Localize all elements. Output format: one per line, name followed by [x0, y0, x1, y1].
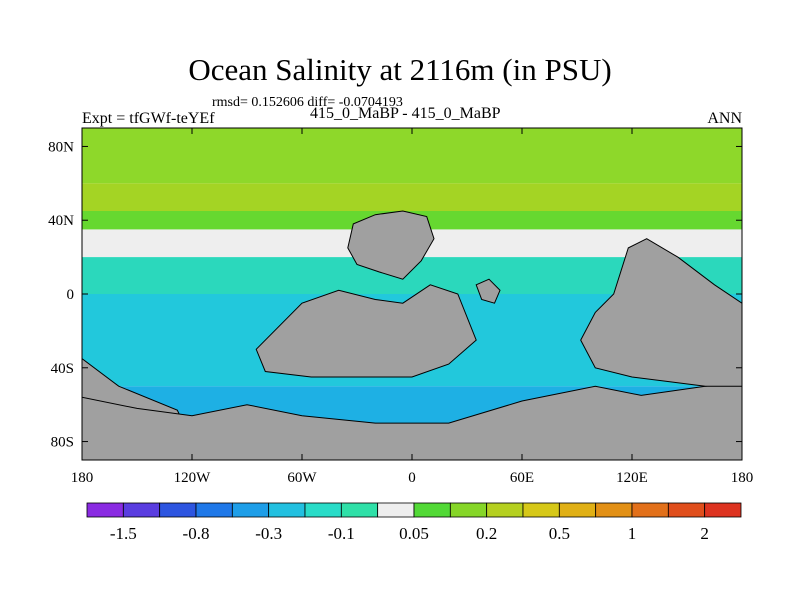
colorbar-swatch-6 [304, 502, 342, 518]
colorbar-label: 2 [700, 524, 709, 543]
colorbar-label: -1.5 [110, 524, 137, 543]
colorbar-swatch-15 [631, 502, 669, 518]
colorbar-swatch-17 [704, 502, 742, 518]
y-tick-label: 80S [51, 435, 74, 451]
colorbar-swatch-3 [195, 502, 233, 518]
colorbar-swatch-14 [595, 502, 633, 518]
land-europe-asia-block [347, 210, 435, 280]
land-asia-australia [580, 238, 742, 387]
y-tick-label: 40S [51, 361, 74, 377]
colorbar-swatch-12 [522, 502, 560, 518]
colorbar-label: 0.2 [476, 524, 497, 543]
colorbar-label: -0.3 [255, 524, 282, 543]
colorbar-label: 0.5 [549, 524, 570, 543]
field-band-1 [82, 183, 742, 211]
colorbar-swatch-0 [86, 502, 124, 518]
x-axis: 180 120W 60W 0 60E 120E 180 [71, 128, 754, 486]
colorbar-label: 0.05 [399, 524, 429, 543]
colorbar: -1.5 -0.8 -0.3 -0.1 0.05 0.2 0.5 1 2 [86, 502, 742, 543]
stats-label: rmsd= 0.152606 diff= -0.0704193 [212, 95, 403, 110]
colorbar-label: 1 [628, 524, 637, 543]
colorbar-swatch-9 [413, 502, 451, 518]
experiment-label: Expt = tfGWf-teYEf [82, 110, 215, 127]
chart-title: Ocean Salinity at 2116m (in PSU) [188, 52, 612, 87]
x-tick-label: 0 [408, 470, 416, 486]
x-tick-label: 60W [287, 470, 317, 486]
y-tick-label: 40N [48, 213, 74, 229]
x-tick-label: 60E [510, 470, 534, 486]
x-tick-label: 180 [71, 470, 94, 486]
colorbar-swatch-5 [268, 502, 306, 518]
y-axis: 80N 40N 0 40S 80S [48, 139, 742, 451]
colorbar-swatch-16 [667, 502, 706, 518]
y-tick-label: 0 [67, 287, 75, 303]
colorbar-swatch-13 [558, 502, 597, 518]
land-africa-south-america [255, 284, 477, 378]
land-mask [82, 210, 742, 460]
chart-subtitle: 415_0_MaBP - 415_0_MaBP [310, 105, 501, 122]
colorbar-swatch-2 [159, 502, 197, 518]
x-tick-label: 180 [731, 470, 754, 486]
colorbar-swatch-4 [231, 502, 270, 518]
colorbar-swatch-10 [449, 502, 488, 518]
x-tick-label: 120W [174, 470, 212, 486]
x-tick-label: 120E [616, 470, 648, 486]
field-band-0 [82, 128, 742, 184]
colorbar-label: -0.1 [328, 524, 355, 543]
colorbar-swatch-1 [122, 502, 161, 518]
colorbar-swatch-7 [340, 502, 379, 518]
land-island-1 [475, 278, 501, 304]
season-label: ANN [707, 110, 742, 127]
colorbar-label: -0.8 [183, 524, 210, 543]
colorbar-swatch-11 [486, 502, 524, 518]
colorbar-swatch-8 [377, 502, 415, 518]
y-tick-label: 80N [48, 139, 74, 155]
